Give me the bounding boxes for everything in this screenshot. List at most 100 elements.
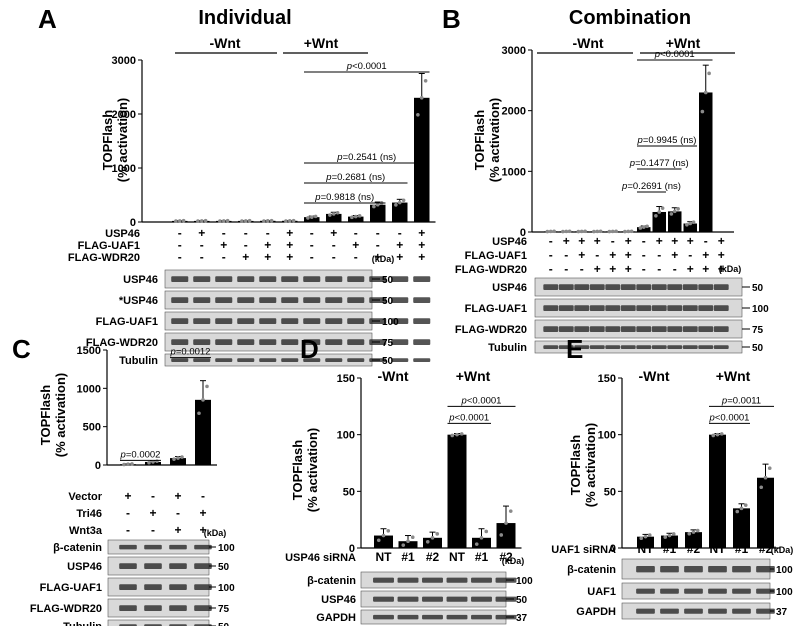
treatment-sign: + bbox=[264, 238, 271, 252]
blot-label: GAPDH bbox=[576, 606, 616, 618]
data-point bbox=[172, 457, 176, 461]
y-tick-label: 100 bbox=[337, 430, 355, 442]
y-tick-label: 3000 bbox=[112, 55, 136, 67]
data-point bbox=[147, 460, 151, 465]
data-point bbox=[647, 533, 652, 537]
treatment-sign: #1 bbox=[401, 550, 415, 564]
blot-band bbox=[589, 345, 605, 350]
blot-band bbox=[605, 305, 621, 312]
data-point bbox=[423, 78, 428, 83]
treatment-sign: - bbox=[704, 234, 708, 248]
bar bbox=[423, 537, 442, 548]
treatment-row-label: FLAG-UAF1 bbox=[465, 250, 527, 262]
blot-band bbox=[713, 326, 729, 333]
blot-band bbox=[193, 318, 211, 325]
treatment-sign: - bbox=[549, 248, 553, 262]
data-point bbox=[240, 219, 244, 223]
data-point bbox=[676, 207, 680, 211]
blot-band bbox=[756, 608, 775, 614]
blot-band bbox=[325, 318, 343, 325]
blot-band bbox=[713, 345, 729, 350]
treatment-sign: - bbox=[354, 226, 358, 240]
treatment-sign: + bbox=[578, 234, 585, 248]
blot-band bbox=[193, 339, 211, 346]
data-point bbox=[691, 220, 696, 225]
mw-marker-label: 50 bbox=[218, 622, 230, 626]
blot-band bbox=[698, 326, 714, 333]
blot-band bbox=[169, 605, 187, 612]
data-point bbox=[201, 398, 205, 402]
blot-label: Tubulin bbox=[119, 355, 158, 367]
data-point bbox=[607, 229, 612, 234]
treatment-sign: - bbox=[595, 248, 599, 262]
condition-label: +Wnt bbox=[666, 35, 701, 51]
treatment-sign: + bbox=[702, 262, 709, 276]
treatment-sign: + bbox=[396, 238, 403, 252]
blot-band bbox=[660, 566, 679, 573]
blot-band bbox=[446, 596, 468, 602]
bar bbox=[683, 223, 697, 232]
data-point bbox=[641, 225, 646, 229]
data-point bbox=[197, 411, 201, 416]
data-point bbox=[284, 219, 288, 223]
bar bbox=[757, 477, 774, 548]
y-tick-label: 2000 bbox=[112, 109, 136, 121]
treatment-sign: + bbox=[174, 523, 181, 537]
p-value-label: p<0.0001 bbox=[448, 412, 489, 423]
treatment-sign: - bbox=[332, 238, 336, 252]
treatment-sign: - bbox=[310, 226, 314, 240]
data-point bbox=[225, 218, 230, 223]
treatment-sign: NT bbox=[376, 550, 393, 564]
data-point bbox=[759, 485, 764, 490]
treatment-sign: #1 bbox=[663, 542, 677, 556]
bar bbox=[496, 523, 516, 548]
blot-band bbox=[347, 339, 365, 346]
blot-band bbox=[574, 284, 590, 291]
blot-label: β-catenin bbox=[53, 542, 102, 554]
blot-label: β-catenin bbox=[567, 564, 616, 576]
blot-band bbox=[325, 276, 343, 283]
y-tick-label: 50 bbox=[343, 486, 355, 498]
panel-letter: E bbox=[566, 334, 583, 364]
data-point bbox=[306, 216, 310, 220]
blot-label: Tubulin bbox=[63, 621, 102, 626]
blot-band bbox=[171, 318, 189, 325]
treatment-sign: - bbox=[266, 226, 270, 240]
bar bbox=[326, 213, 342, 222]
y-tick-label: 2000 bbox=[502, 106, 526, 118]
blot-band bbox=[193, 358, 211, 363]
bar bbox=[398, 541, 418, 548]
data-point bbox=[459, 432, 464, 436]
kda-label: (kDa) bbox=[372, 254, 395, 264]
blot-label: FLAG-UAF1 bbox=[465, 303, 527, 315]
p-value-label: p=0.0002 bbox=[120, 449, 161, 460]
data-point bbox=[151, 460, 155, 464]
data-point bbox=[221, 219, 226, 223]
treatment-sign: - bbox=[201, 489, 205, 503]
p-value-label: p<0.0001 bbox=[461, 395, 502, 406]
treatment-sign: - bbox=[642, 262, 646, 276]
kda-label: (kDa) bbox=[502, 556, 525, 566]
blot-band bbox=[119, 563, 137, 570]
blot-band bbox=[543, 345, 559, 350]
treatment-sign: - bbox=[549, 262, 553, 276]
data-point bbox=[508, 509, 513, 513]
blot-label: FLAG-UAF1 bbox=[96, 316, 158, 328]
data-point bbox=[376, 538, 381, 543]
blot-label: *USP46 bbox=[119, 295, 158, 307]
blot-band bbox=[194, 584, 212, 591]
blot-band bbox=[636, 345, 652, 350]
treatment-sign: + bbox=[286, 226, 293, 240]
y-tick-label: 1000 bbox=[502, 166, 526, 178]
data-point bbox=[401, 198, 406, 203]
data-point bbox=[767, 466, 772, 471]
data-point bbox=[638, 226, 643, 230]
y-axis-label: TOPFlash(% activation) bbox=[290, 428, 320, 513]
treatment-sign: - bbox=[376, 226, 380, 240]
bar bbox=[348, 216, 364, 222]
data-point bbox=[419, 96, 424, 100]
bar bbox=[195, 399, 211, 465]
blot-band bbox=[347, 297, 365, 304]
blot-band bbox=[171, 297, 189, 304]
blot-band bbox=[471, 577, 492, 583]
